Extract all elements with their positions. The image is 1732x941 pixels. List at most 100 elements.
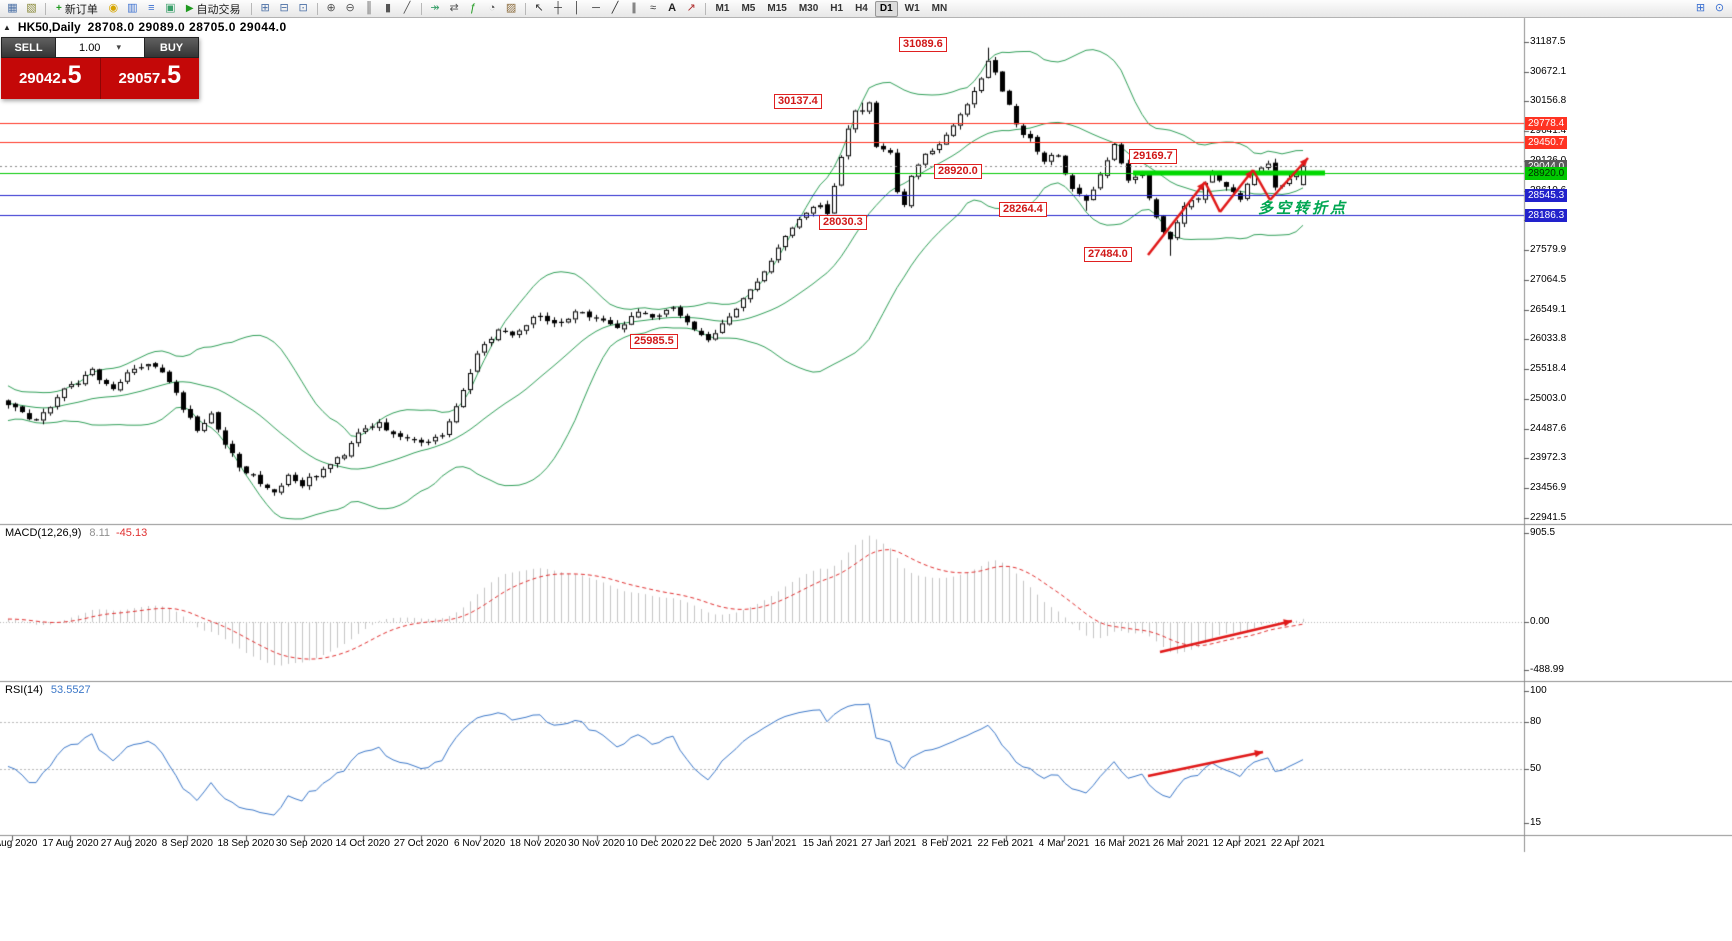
trendline-icon[interactable]: ╱ [611, 2, 619, 14]
toolbar: ▦ ▧ + 新订单 ◉ ▥ ≡ ▣ ▶ 自动交易 ⊞ ⊟ ⊡ ⊕ ⊖ ║ ▮ ╱ ↠ ⇄ ƒ ◔ ▨ ↖ ┼ │ ─ ╱ ∥ ≈ A ↗ M1… [0, 0, 1732, 18]
date-label: 27 Aug 2020 [100, 838, 157, 849]
timeframe-h4[interactable]: H4 [855, 2, 868, 14]
zoom-out-icon[interactable]: ⊖ [345, 2, 355, 14]
chart-window-icon[interactable]: ⊞ [1695, 2, 1706, 14]
search-icon[interactable]: ⊙ [1714, 2, 1725, 14]
date-label: 8 Sep 2020 [161, 838, 213, 849]
toolbar-separator [45, 2, 46, 15]
arrows-tool-icon[interactable]: ↗ [686, 2, 696, 14]
price-divider [99, 58, 101, 99]
terminal-icon[interactable]: ▣ [165, 2, 176, 14]
one-click-collapse-icon[interactable]: ▲ [3, 22, 11, 32]
symbol-period-label: HK50,Daily [17, 20, 81, 34]
timeframe-mn[interactable]: MN [931, 2, 948, 14]
quick-trade-controls: SELL 1.00 ▾ BUY [1, 37, 199, 58]
price-annotation[interactable]: 28920.0 [934, 164, 982, 179]
toolbar-separator [250, 2, 252, 15]
zoom-in-icon[interactable]: ⊕ [326, 2, 336, 14]
rsi-indicator-label: RSI(14) 53.5527 [5, 684, 91, 696]
play-icon: ▶ [185, 3, 194, 14]
toolbar-right-group: ⊞ ⊙ [1691, 0, 1729, 17]
volume-input[interactable]: 1.00 ▾ [56, 37, 144, 58]
plus-order-icon: + [56, 3, 62, 14]
macd-signal-value: -45.13 [116, 527, 148, 539]
toolbar-separator [524, 2, 526, 15]
timeframe-m30[interactable]: M30 [798, 2, 819, 14]
price-annotation[interactable]: 29169.7 [1129, 149, 1177, 164]
fibonacci-icon[interactable]: ≈ [650, 2, 657, 14]
new-order-button[interactable]: + 新订单 [51, 1, 103, 16]
periods-icon[interactable]: ◔ [488, 2, 496, 14]
quick-trade-prices: 29042 .5 29057 .5 [1, 58, 199, 99]
templates-icon[interactable]: ▨ [505, 2, 517, 14]
arrange-icons-icon[interactable]: ⊡ [298, 2, 308, 14]
buy-button[interactable]: BUY [144, 37, 199, 58]
date-label: 4 Mar 2021 [1038, 838, 1090, 849]
date-label: 8 Feb 2021 [921, 838, 973, 849]
timeframe-m5[interactable]: M5 [741, 2, 756, 14]
auto-scroll-icon[interactable]: ↠ [430, 2, 440, 14]
autotrading-button[interactable]: ▶ 自动交易 [181, 1, 246, 16]
navigator-icon[interactable]: ≡ [148, 2, 155, 14]
date-label: 26 Mar 2021 [1152, 838, 1210, 849]
timeframe-bar: M1 M5 M15 M30 H1 H4 D1 W1 MN [710, 0, 954, 17]
timeframe-w1[interactable]: W1 [904, 2, 920, 14]
channel-icon[interactable]: ∥ [631, 2, 637, 14]
chart-profiles-icon[interactable]: ▧ [26, 2, 37, 14]
timeframe-m1[interactable]: M1 [715, 2, 730, 14]
chart-shift-icon[interactable]: ⇄ [449, 2, 459, 14]
new-chart-icon[interactable]: ▦ [7, 2, 18, 14]
buy-price-main: 29057 [118, 70, 161, 87]
sell-button[interactable]: SELL [1, 37, 56, 58]
buy-price-fraction: .5 [160, 61, 182, 89]
vertical-line-icon[interactable]: │ [573, 2, 581, 14]
buy-price[interactable]: 29057 .5 [101, 58, 200, 99]
price-annotation[interactable]: 27484.0 [1084, 247, 1132, 262]
sell-price[interactable]: 29042 .5 [1, 58, 100, 99]
date-label: 5 Jan 2021 [747, 838, 797, 849]
one-click-trading-panel: SELL 1.00 ▾ BUY 29042 .5 29057 .5 [1, 37, 199, 99]
bar-chart-mode-icon[interactable]: ║ [365, 2, 373, 14]
new-order-label: 新订单 [64, 3, 98, 16]
date-label: 15 Jan 2021 [802, 838, 858, 849]
date-label: 6 Nov 2020 [454, 838, 506, 849]
timeframe-d1[interactable]: D1 [874, 0, 898, 17]
cursor-icon[interactable]: ↖ [534, 2, 544, 14]
macd-name: MACD(12,26,9) [5, 527, 82, 539]
autotrading-label: 自动交易 [196, 3, 241, 16]
macd-indicator-label: MACD(12,26,9) 8.11 -45.13 [5, 527, 147, 539]
horizontal-line-icon[interactable]: ─ [592, 2, 600, 14]
date-label: 17 Aug 2020 [42, 838, 99, 849]
date-label: 30 Nov 2020 [568, 838, 625, 849]
date-label: 5 Aug 2020 [0, 838, 38, 849]
date-label: 16 Mar 2021 [1094, 838, 1151, 849]
chart-title: ▲ HK50,Daily 28708.0 29089.0 28705.0 290… [3, 20, 287, 34]
price-annotation[interactable]: 25985.5 [630, 334, 678, 349]
timeframe-m15[interactable]: M15 [767, 2, 787, 14]
market-watch-icon[interactable]: ▥ [127, 2, 138, 14]
cascade-windows-icon[interactable]: ⊞ [260, 2, 270, 14]
alerts-icon[interactable]: ◉ [108, 2, 119, 14]
indicators-icon[interactable]: ƒ [469, 2, 477, 14]
price-annotation[interactable]: 31089.6 [899, 37, 947, 52]
price-annotation[interactable]: 28264.4 [999, 202, 1047, 217]
tile-windows-icon[interactable]: ⊟ [279, 2, 289, 14]
timeframe-h1[interactable]: H1 [830, 2, 844, 14]
turning-point-note[interactable]: 多空转折点 [1258, 200, 1349, 217]
sell-price-fraction: .5 [60, 61, 82, 89]
date-label: 27 Jan 2021 [861, 838, 917, 849]
text-tool-icon[interactable]: A [668, 2, 677, 14]
date-label: 18 Nov 2020 [509, 838, 567, 849]
price-annotation[interactable]: 30137.4 [774, 94, 822, 109]
date-label: 22 Feb 2021 [977, 838, 1034, 849]
line-chart-mode-icon[interactable]: ╱ [403, 2, 411, 14]
sell-price-main: 29042 [18, 70, 61, 87]
volume-dropdown-icon[interactable]: ▾ [116, 42, 121, 52]
rsi-name: RSI(14) [5, 684, 43, 696]
price-annotation[interactable]: 28030.3 [819, 215, 867, 230]
crosshair-icon[interactable]: ┼ [554, 2, 562, 14]
candlestick-mode-icon[interactable]: ▮ [385, 2, 392, 14]
